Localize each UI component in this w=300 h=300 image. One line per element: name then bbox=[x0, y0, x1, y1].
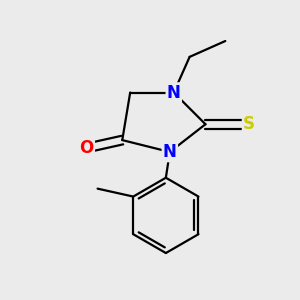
Text: N: N bbox=[167, 83, 181, 101]
Text: S: S bbox=[243, 115, 255, 133]
Text: O: O bbox=[80, 139, 94, 157]
Text: N: N bbox=[163, 143, 177, 161]
